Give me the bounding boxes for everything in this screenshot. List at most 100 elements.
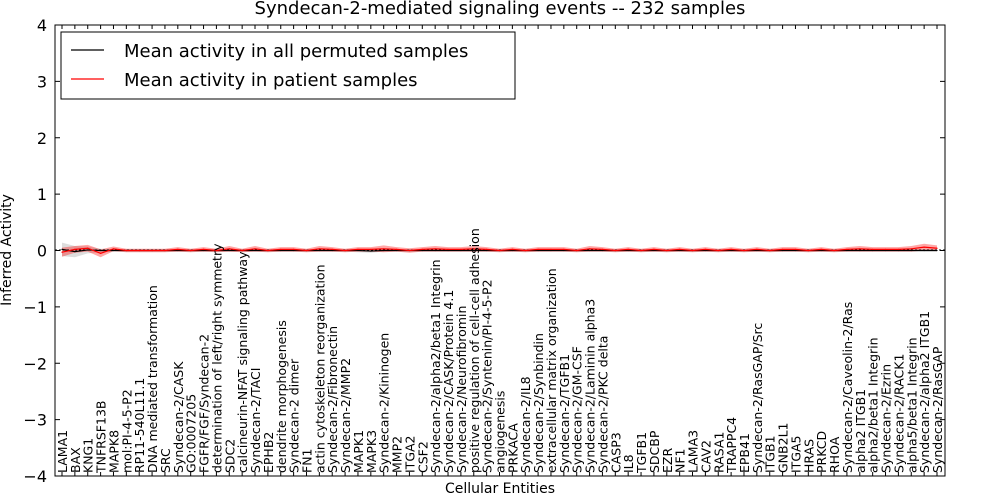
- data-point: [190, 249, 192, 252]
- data-point: [202, 249, 205, 252]
- data-point: [293, 248, 295, 250]
- data-point: [151, 249, 153, 252]
- data-point: [486, 248, 488, 250]
- y-tick-label: 0: [37, 242, 47, 261]
- data-point: [923, 249, 925, 252]
- category-label: Syndecan-2/RasGAP/Src: [750, 323, 765, 473]
- data-point: [318, 248, 320, 250]
- category-label: alpha2 ITGB1: [853, 389, 868, 473]
- category-label: PRKACA: [505, 423, 520, 473]
- category-label: Syndecan-2/Neurofibromin: [454, 306, 469, 473]
- category-label: SRC: [158, 448, 173, 473]
- category-label: Syndecan-2/alpha2/beta1 Integrin: [428, 259, 443, 473]
- category-label: Syndecan-2/TACI: [248, 368, 263, 473]
- category-label: RP11-540L11.1: [132, 378, 147, 473]
- category-label: Syndecan-2/TGFB1: [557, 354, 572, 473]
- data-point: [74, 248, 76, 250]
- data-point: [717, 249, 719, 252]
- data-point: [820, 249, 822, 252]
- y-axis: −4 −3 −2 −1 0 1 2 3 4: [23, 16, 945, 486]
- data-point: [395, 249, 398, 252]
- category-label: calcineurin-NFAT signaling pathway: [235, 251, 250, 473]
- category-label: GNB2L1: [776, 423, 791, 473]
- data-point: [100, 249, 102, 252]
- data-point: [511, 249, 513, 252]
- data-point: [357, 249, 359, 252]
- category-label: CASP3: [608, 432, 623, 473]
- category-label: EPB41: [737, 433, 752, 473]
- data-point: [563, 248, 565, 250]
- data-point: [550, 248, 552, 250]
- data-point: [833, 249, 835, 252]
- category-label: Syndecan-2/RasGAP: [930, 346, 945, 473]
- data-point: [756, 248, 758, 250]
- category-label: actin cytoskeleton reorganization: [312, 264, 327, 473]
- data-point: [473, 249, 475, 252]
- category-label: KNG1: [81, 438, 96, 473]
- data-point: [434, 248, 436, 250]
- data-point: [884, 248, 887, 250]
- category-label: MAPK8: [106, 430, 121, 473]
- data-point: [447, 249, 449, 252]
- data-point: [756, 249, 758, 252]
- data-point: [383, 248, 385, 250]
- data-point: [61, 251, 63, 253]
- data-point: [434, 249, 436, 252]
- legend-label-permuted: Mean activity in all permuted samples: [124, 41, 468, 62]
- data-point: [627, 248, 629, 250]
- data-point: [679, 249, 681, 252]
- data-point: [177, 249, 179, 252]
- y-tick-label: −4: [23, 467, 47, 486]
- category-label: Syndecan-2/Caveolin-2/Ras: [840, 302, 855, 473]
- category-label: PRKCD: [814, 431, 829, 473]
- y-tick-label: 1: [37, 185, 47, 204]
- category-label: Syndecan-2/Kininogen: [377, 333, 392, 473]
- data-point: [421, 249, 423, 252]
- data-point: [884, 249, 887, 252]
- category-label: Syndecan-2/Ezrin: [879, 364, 894, 473]
- data-point: [318, 249, 320, 252]
- data-point: [550, 249, 552, 252]
- category-label: alpha2/beta1 Integrin: [866, 337, 881, 473]
- data-point: [601, 249, 604, 252]
- data-point: [537, 248, 539, 250]
- category-label: MAPK3: [364, 430, 379, 473]
- legend-label-patient: Mean activity in patient samples: [124, 70, 418, 91]
- category-label: BAX: [68, 447, 83, 473]
- series-lines: [61, 246, 938, 254]
- data-point: [228, 249, 230, 252]
- category-label: Syndecan-2/CASK: [171, 361, 186, 473]
- data-point: [486, 249, 488, 252]
- data-point: [872, 249, 874, 252]
- category-label: Syndecan-2/Synbindin: [531, 333, 546, 473]
- data-point: [859, 248, 861, 250]
- category-label: positive regulation of cell-cell adhesio…: [467, 228, 482, 473]
- category-label: extracellular matrix organization: [544, 268, 559, 473]
- data-point: [679, 248, 681, 250]
- category-label: SDCBP: [647, 430, 662, 473]
- data-point: [897, 248, 899, 250]
- category-label: TNFRSF13B: [94, 401, 109, 474]
- x-axis: LAMA1BAXKNG1TNFRSF13BMAPK8mol:PI-4-5-P2R…: [55, 25, 945, 476]
- y-tick-label: −3: [23, 411, 47, 430]
- data-point: [87, 249, 89, 251]
- data-point: [820, 248, 822, 250]
- data-point: [421, 248, 423, 250]
- data-point: [254, 249, 256, 252]
- legend: Mean activity in all permuted samples Me…: [60, 31, 516, 100]
- data-point: [846, 249, 848, 252]
- data-point: [781, 248, 784, 250]
- category-label: angiogenesis: [493, 391, 508, 473]
- data-point: [601, 248, 604, 250]
- data-point: [357, 248, 359, 250]
- data-point: [177, 248, 179, 250]
- data-point: [936, 247, 938, 249]
- category-label: TRAPPC4: [724, 417, 739, 474]
- data-point: [588, 248, 591, 250]
- category-label: Syndecan-2/GM-CSF: [570, 346, 585, 473]
- data-point: [202, 248, 205, 250]
- data-point: [910, 248, 912, 250]
- data-point: [807, 249, 809, 252]
- data-point: [936, 249, 938, 252]
- data-point: [254, 248, 256, 250]
